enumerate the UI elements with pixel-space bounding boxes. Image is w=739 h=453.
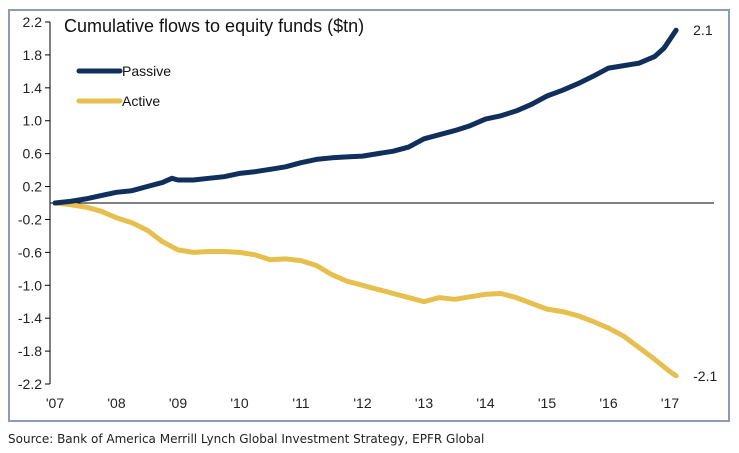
chart-title: Cumulative flows to equity funds ($tn) <box>64 16 364 36</box>
y-tick-label: -0.6 <box>18 244 42 260</box>
y-tick-label: 0.6 <box>23 146 43 162</box>
x-tick-label: '15 <box>538 395 556 411</box>
y-tick-label: 0.2 <box>23 179 43 195</box>
x-tick-label: '12 <box>353 395 371 411</box>
y-tick-label: 2.2 <box>23 14 43 30</box>
y-tick-label: -1.0 <box>18 277 42 293</box>
x-tick-label: '17 <box>661 395 679 411</box>
legend-label-active: Active <box>122 93 160 109</box>
y-axis: 2.2 1.8 1.4 1.0 0.6 0.2 -0.2 -0.6 -1.0 -1.4 -1.8 -2… <box>18 14 51 392</box>
series-line-active <box>52 200 679 379</box>
x-tick-label: '08 <box>107 395 125 411</box>
legend: Passive Active <box>76 63 171 109</box>
y-tick-label: -0.2 <box>18 211 42 227</box>
x-tick-label: '10 <box>230 395 248 411</box>
x-tick-label: '07 <box>46 395 64 411</box>
legend-label-passive: Passive <box>122 63 171 79</box>
chart-frame <box>8 9 730 422</box>
source-note: Source: Bank of America Merrill Lynch Gl… <box>8 432 485 446</box>
x-tick-label: '09 <box>169 395 187 411</box>
x-tick-label: '13 <box>415 395 433 411</box>
y-tick-label: 1.0 <box>23 113 43 129</box>
y-tick-label: -1.8 <box>18 343 42 359</box>
y-tick-label: 1.8 <box>23 47 43 63</box>
x-tick-label: '14 <box>476 395 494 411</box>
series-line-passive <box>52 27 679 206</box>
end-labels: -2.1 2.1 <box>693 22 717 384</box>
y-tick-label: -1.4 <box>18 310 42 326</box>
end-label-active: -2.1 <box>693 368 717 384</box>
x-tick-label: '16 <box>599 395 617 411</box>
x-axis: '07 '08 '09 '10 '11 '12 '13 '14 '15 '16 '17 <box>46 395 679 411</box>
y-tick-label: 1.4 <box>23 80 43 96</box>
series-layer <box>52 27 679 379</box>
x-tick-label: '11 <box>292 395 309 411</box>
end-label-passive: 2.1 <box>693 22 713 38</box>
y-tick-label: -2.2 <box>18 376 42 392</box>
